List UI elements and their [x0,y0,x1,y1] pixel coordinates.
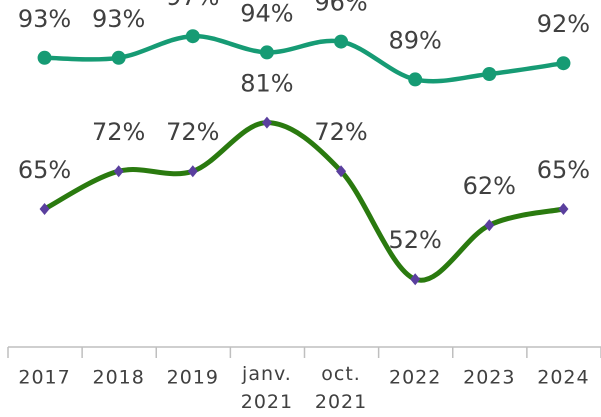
data-label: 62% [463,172,516,200]
x-tick-label: 2024 [537,367,589,389]
data-label: 93% [18,5,71,33]
data-label: 81% [240,70,293,98]
x-tick-label: 2022 [389,367,441,389]
data-label: 93% [92,5,145,33]
x-tick-label: 2017 [18,367,70,389]
data-label: 97% [166,0,219,11]
x-tick-label: oct. 2021 [315,363,367,413]
point-marker [113,165,124,178]
data-label: 65% [18,156,71,184]
point-marker [482,67,497,81]
point-marker [556,56,571,71]
x-tick-label: 2018 [93,367,145,389]
point-marker [336,165,347,178]
data-label: 65% [537,156,590,184]
x-tick-label: 2023 [463,367,515,389]
series-line [44,33,564,84]
data-label: 72% [166,118,219,146]
x-tick-label: 2019 [167,367,219,389]
point-marker [111,50,126,65]
point-marker [484,219,495,232]
point-marker [261,116,272,129]
point-marker [410,273,421,286]
data-label: 96% [314,0,367,17]
point-marker [408,72,423,87]
point-marker [187,165,198,178]
point-marker [37,50,52,65]
point-marker [39,203,50,215]
data-label: 94% [240,0,293,27]
data-label: 72% [92,118,145,146]
x-tick-label: janv. 2021 [241,363,293,413]
data-label: 92% [537,10,590,38]
point-marker [185,29,200,44]
data-label: 52% [389,226,442,254]
series-line [43,120,564,283]
data-label: 72% [314,118,367,146]
point-marker [259,45,274,60]
point-marker [558,203,569,215]
point-marker [334,34,349,49]
data-label: 89% [389,26,442,54]
